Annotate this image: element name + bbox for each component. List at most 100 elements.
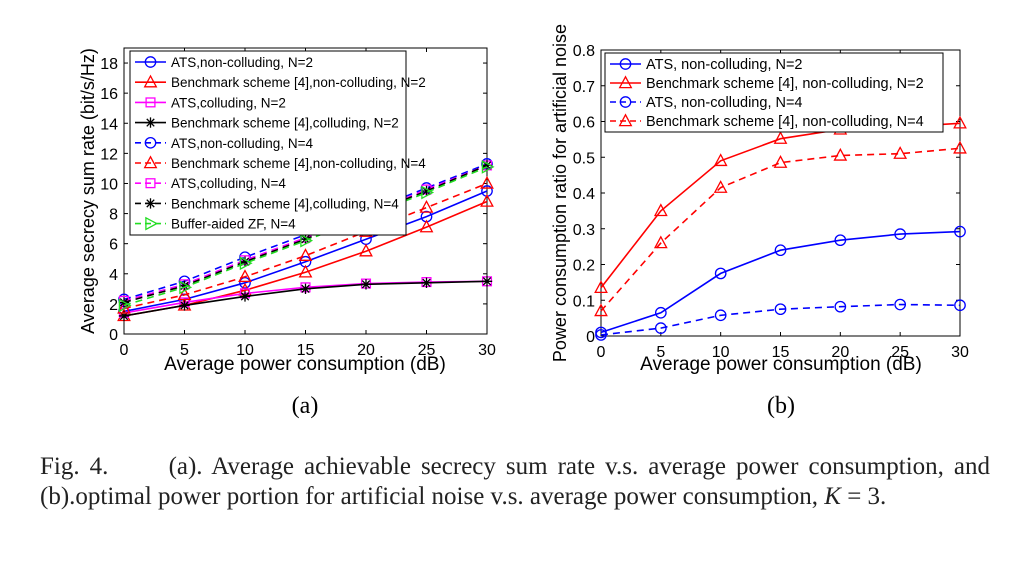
chart-a-x-axis-label: Average power consumption (dB): [164, 354, 446, 375]
a-series-5-point: [177, 287, 192, 301]
a-series-8-point: [239, 256, 253, 271]
a-series-3: [118, 276, 493, 322]
a-legend-marker-2: [145, 97, 156, 108]
b-legend-marker-1: [618, 75, 633, 89]
b-series-2-point: [834, 300, 847, 313]
x-tick-label: 20: [357, 342, 375, 359]
a-series-1-point: [359, 243, 373, 257]
y-tick-label: 14: [100, 116, 118, 133]
chart-b-x-axis-label: Average power consumption (dB): [640, 354, 922, 375]
x-tick-label: 5: [656, 344, 665, 361]
b-series-0-point: [654, 306, 667, 319]
b-series-3: [594, 140, 967, 317]
b-series-0-point: [714, 267, 727, 280]
a-legend-marker-6: [145, 178, 156, 189]
a-series-5-point: [419, 199, 434, 213]
chart-a: 0 2 4 6 8 10 12 14 16 18 0 5 10 15 20 25 30 Average pow…: [78, 47, 496, 419]
chart-b-legend: ATS, non-colluding, N=2 Benchmark scheme …: [604, 52, 944, 133]
a-series-5-point: [238, 269, 252, 283]
caption-label: Fig. 4.: [40, 453, 109, 480]
a-series-8: [118, 160, 495, 313]
b-series-1-point: [713, 153, 728, 167]
y-tick-label: 0: [586, 329, 595, 346]
a-series-3-point: [421, 277, 432, 289]
x-tick-label: 25: [891, 344, 909, 361]
chart-b-y-ticks: 0 0.1 0.2 0.3 0.4 0.5 0.6 0.7 0.8: [573, 43, 960, 346]
b-series-3-point: [893, 146, 908, 159]
b-series-line-1: [600, 122, 961, 289]
x-tick-label: 15: [772, 344, 790, 361]
x-tick-label: 10: [236, 342, 254, 359]
x-tick-label: 30: [478, 342, 496, 359]
y-tick-label: 0.1: [573, 293, 595, 310]
b-series-0-point: [894, 228, 907, 240]
a-legend-label-2: ATS,colluding, N=2: [171, 95, 286, 110]
b-series-1-point: [653, 203, 668, 217]
a-series-7-point: [239, 256, 251, 267]
b-series-3-point: [653, 235, 668, 249]
y-tick-label: 0.8: [573, 43, 595, 60]
b-legend-marker-3: [618, 113, 633, 127]
b-series-1-point: [773, 131, 788, 144]
b-series-3-point: [833, 147, 848, 161]
b-series-line-0: [600, 230, 961, 334]
a-legend-label-4: ATS,non-colluding, N=4: [171, 136, 313, 151]
caption-math-variable: K: [824, 483, 841, 510]
a-legend-marker-1: [143, 74, 158, 88]
y-tick-label: 0: [109, 327, 118, 344]
b-series-2-point: [714, 309, 727, 322]
a-legend-marker-7: [145, 198, 156, 209]
chart-a-legend-box: [129, 50, 407, 236]
b-series-0-point: [954, 225, 966, 238]
chart-b-x-ticks: 0 5 10 15 20 25 30: [597, 50, 969, 361]
a-legend-label-3: Benchmark scheme [4],colluding, N=2: [171, 116, 399, 131]
a-series-8-point: [421, 185, 435, 200]
a-series-1-point: [298, 264, 313, 278]
b-series-3-point: [594, 303, 608, 317]
b-series-2-point: [894, 298, 907, 311]
y-tick-label: 2: [109, 297, 118, 314]
chart-b-y-axis-label: Power consumption ratio for artificial n…: [550, 24, 570, 362]
a-series-8-point: [300, 233, 314, 248]
a-series-5-point: [298, 248, 313, 261]
b-series-1-point: [953, 115, 967, 129]
a-legend-marker-5: [143, 155, 158, 169]
a-series-5-point: [480, 175, 494, 189]
a-series-3-point: [300, 283, 311, 295]
caption-math-rest: = 3.: [847, 483, 887, 510]
a-series-8-point: [481, 160, 495, 174]
chart-b: 0 0.1 0.2 0.3 0.4 0.5 0.6 0.7 0.8 0 5 10 15 20 25 30 A…: [550, 24, 969, 419]
b-series-3-point: [773, 155, 788, 168]
y-tick-label: 0.2: [573, 258, 595, 275]
b-series-2-point: [654, 322, 667, 334]
x-tick-label: 15: [297, 342, 315, 359]
chart-a-y-ticks: 0 2 4 6 8 10 12 14 16 18: [100, 56, 487, 344]
b-series-0-point: [774, 244, 787, 257]
b-legend-label-1: Benchmark scheme [4], non-colluding, N=2: [646, 76, 924, 92]
chart-b-panel-label: (b): [767, 393, 795, 419]
a-series-7-point: [179, 280, 190, 292]
x-tick-label: 0: [120, 342, 129, 359]
a-series-3-point: [481, 276, 493, 287]
y-tick-label: 0.6: [573, 115, 595, 132]
a-legend-label-6: ATS,colluding, N=4: [171, 176, 286, 191]
a-legend-label-0: ATS,non-colluding, N=2: [171, 55, 313, 70]
chart-b-series: [594, 115, 967, 341]
a-series-line-8: [123, 166, 488, 307]
a-legend-marker-0: [144, 56, 157, 68]
a-legend-marker-4: [144, 136, 157, 149]
a-series-3-point: [179, 300, 190, 311]
b-series-line-2: [600, 303, 961, 336]
chart-a-panel-label: (a): [292, 393, 319, 419]
a-series-8-point: [118, 298, 132, 313]
chart-a-y-axis-label: Average secrecy sum rate (bit/s/Hz): [78, 48, 98, 334]
b-series-0: [595, 225, 966, 339]
y-tick-label: 0.7: [573, 79, 595, 96]
a-legend-marker-3: [145, 117, 156, 128]
chart-a-legend: ATS,non-colluding, N=2 Benchmark scheme […: [129, 50, 426, 236]
a-legend-label-8: Buffer-aided ZF, N=4: [171, 217, 296, 232]
x-tick-label: 30: [951, 344, 969, 361]
y-tick-label: 0.4: [573, 186, 595, 203]
x-tick-label: 20: [831, 344, 849, 361]
